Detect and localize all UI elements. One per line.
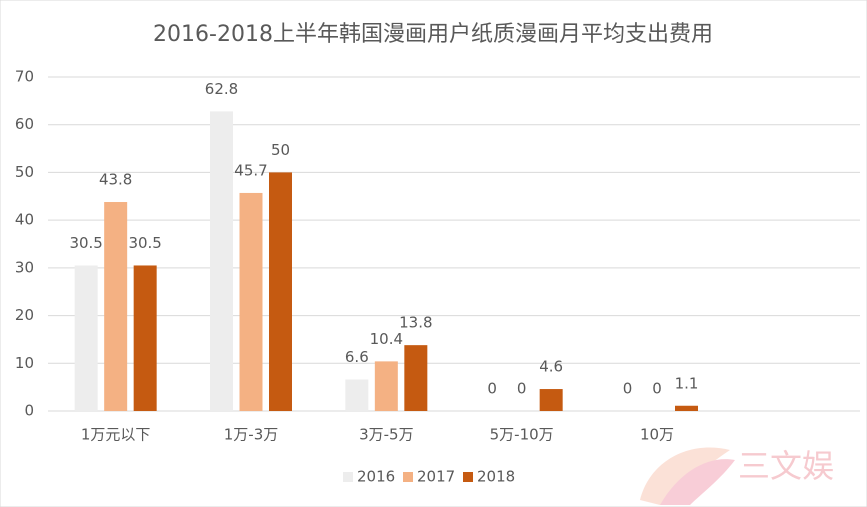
bar [675,405,698,411]
value-label: 0 [623,380,633,398]
value-label: 43.8 [99,171,132,189]
bar [133,265,157,411]
value-label: 13.8 [399,314,432,332]
bar [345,379,369,411]
watermark-text: 三文娱 [738,447,834,485]
legend-swatch [403,472,413,482]
value-label: 50 [271,141,290,159]
y-tick-label: 0 [24,402,34,420]
x-tick-label: 10万 [640,426,674,444]
x-tick-label: 1万元以下 [81,426,151,444]
legend-swatch [343,472,353,482]
value-label: 0 [652,380,662,398]
value-label: 30.5 [69,234,102,252]
y-tick-label: 70 [15,68,34,86]
bar [239,192,263,411]
y-tick-label: 30 [15,258,34,276]
legend-label: 2017 [417,468,455,486]
value-label: 4.6 [539,358,563,376]
bar [74,265,98,411]
chart-title: 2016-2018上半年韩国漫画用户纸质漫画月平均支出费用 [153,22,713,47]
logo-petal [660,459,735,505]
bar [269,172,292,411]
value-label: 6.6 [345,348,369,366]
bar [104,202,128,411]
value-label: 0 [517,380,527,398]
x-tick-label: 3万-5万 [359,426,414,444]
legend-swatch [463,472,473,482]
value-label: 1.1 [675,374,699,392]
value-label: 62.8 [205,80,238,98]
bar [374,361,398,411]
x-tick-label: 5万-10万 [490,426,554,444]
value-label: 30.5 [128,234,161,252]
value-label: 10.4 [370,330,403,348]
legend-label: 2016 [357,468,395,486]
y-tick-label: 20 [15,306,34,324]
y-tick-label: 10 [15,354,34,372]
bar [539,389,563,411]
value-label: 45.7 [234,161,267,179]
x-tick-label: 1万-3万 [224,426,279,444]
value-label: 0 [487,380,497,398]
bar [404,345,428,411]
y-tick-label: 50 [15,163,34,181]
y-tick-label: 60 [15,115,34,133]
legend-label: 2018 [477,468,515,486]
bar [210,111,233,412]
watermark-logo: 三文娱 [640,447,834,505]
y-tick-label: 40 [15,211,34,229]
